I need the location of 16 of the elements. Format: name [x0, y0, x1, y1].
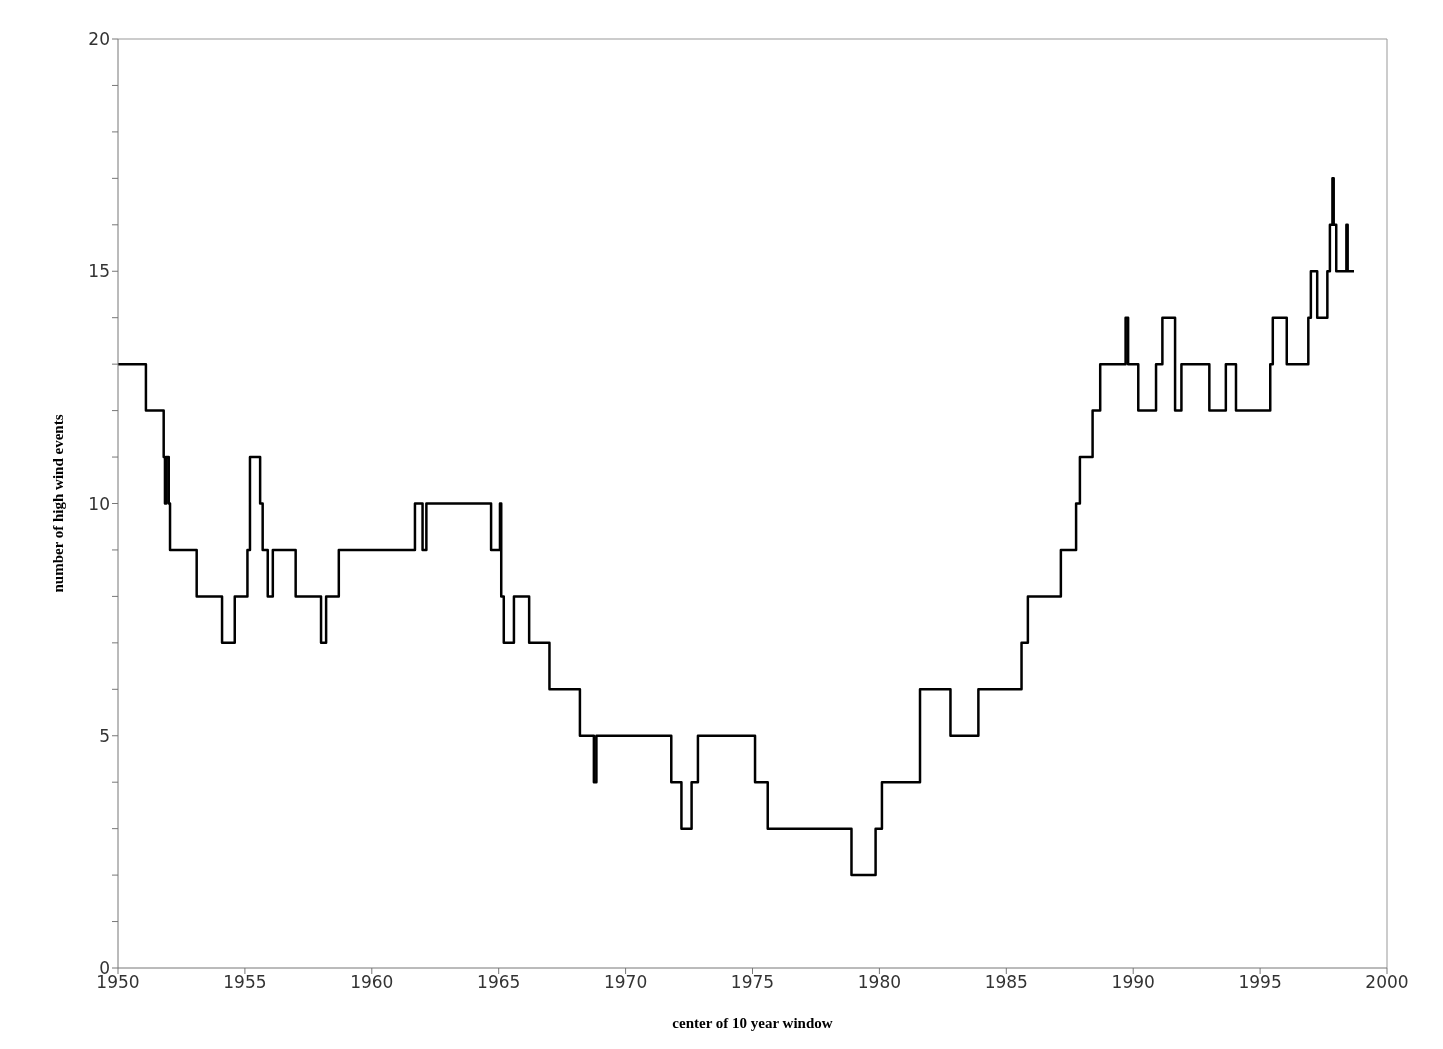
- y-tick-label: 15: [88, 261, 110, 282]
- x-tick-label: 1960: [350, 972, 394, 993]
- y-tick-label: 5: [99, 725, 110, 746]
- y-axis-title: number of high wind events: [50, 414, 67, 593]
- x-tick-label: 1975: [730, 972, 775, 993]
- y-tick-label: 10: [88, 493, 110, 514]
- x-tick-label: 1970: [603, 972, 648, 993]
- x-tick-label: 1990: [1111, 972, 1155, 993]
- x-tick-label: 1955: [223, 972, 267, 993]
- y-tick-label: 20: [88, 29, 110, 50]
- x-axis-title: center of 10 year window: [672, 1015, 833, 1031]
- x-tick-label: 2000: [1365, 972, 1409, 993]
- x-tick-label: 1995: [1238, 972, 1282, 993]
- x-tick-label: 1965: [477, 972, 521, 993]
- x-tick-label: 1980: [857, 972, 902, 993]
- x-tick-label: 1985: [984, 972, 1028, 993]
